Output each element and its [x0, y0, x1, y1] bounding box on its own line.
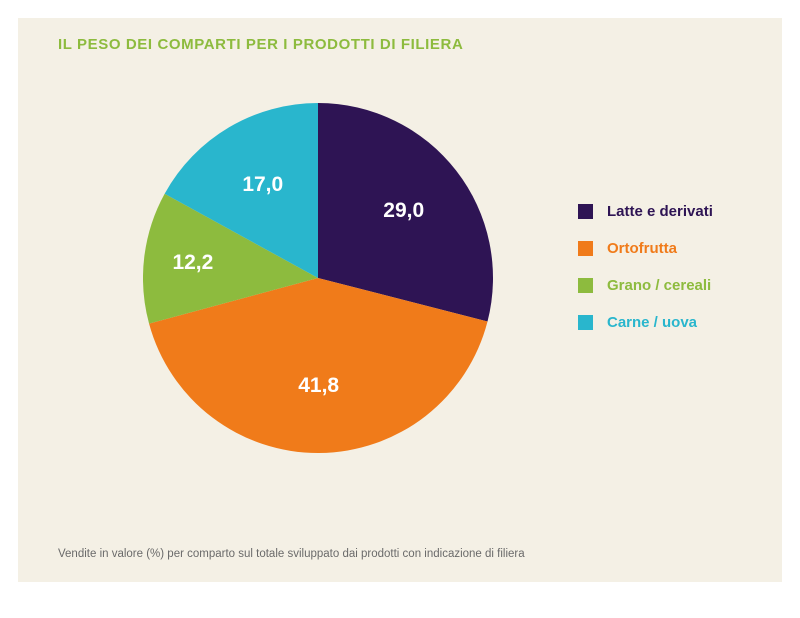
legend-swatch: [578, 241, 593, 256]
legend-item: Carne / uova: [578, 314, 713, 331]
legend-swatch: [578, 204, 593, 219]
legend-label: Latte e derivati: [607, 203, 713, 220]
legend: Latte e derivati Ortofrutta Grano / cereal…: [578, 203, 713, 351]
legend-swatch: [578, 315, 593, 330]
chart-panel: IL PESO DEI COMPARTI PER I PRODOTTI DI F…: [18, 18, 782, 582]
legend-item: Grano / cereali: [578, 277, 713, 294]
legend-label: Ortofrutta: [607, 240, 677, 257]
legend-item: Latte e derivati: [578, 203, 713, 220]
legend-label: Grano / cereali: [607, 277, 711, 294]
pie-chart: 29,0 41,8 12,2 17,0: [143, 103, 493, 453]
slice-value-label: 29,0: [383, 199, 424, 223]
legend-item: Ortofrutta: [578, 240, 713, 257]
slice-value-label: 12,2: [172, 251, 213, 275]
legend-label: Carne / uova: [607, 314, 697, 331]
chart-footnote: Vendite in valore (%) per comparto sul t…: [58, 548, 525, 560]
slice-value-label: 17,0: [242, 173, 283, 197]
legend-swatch: [578, 278, 593, 293]
slice-value-label: 41,8: [298, 374, 339, 398]
pie-svg: [143, 103, 493, 453]
chart-title: IL PESO DEI COMPARTI PER I PRODOTTI DI F…: [58, 36, 463, 53]
